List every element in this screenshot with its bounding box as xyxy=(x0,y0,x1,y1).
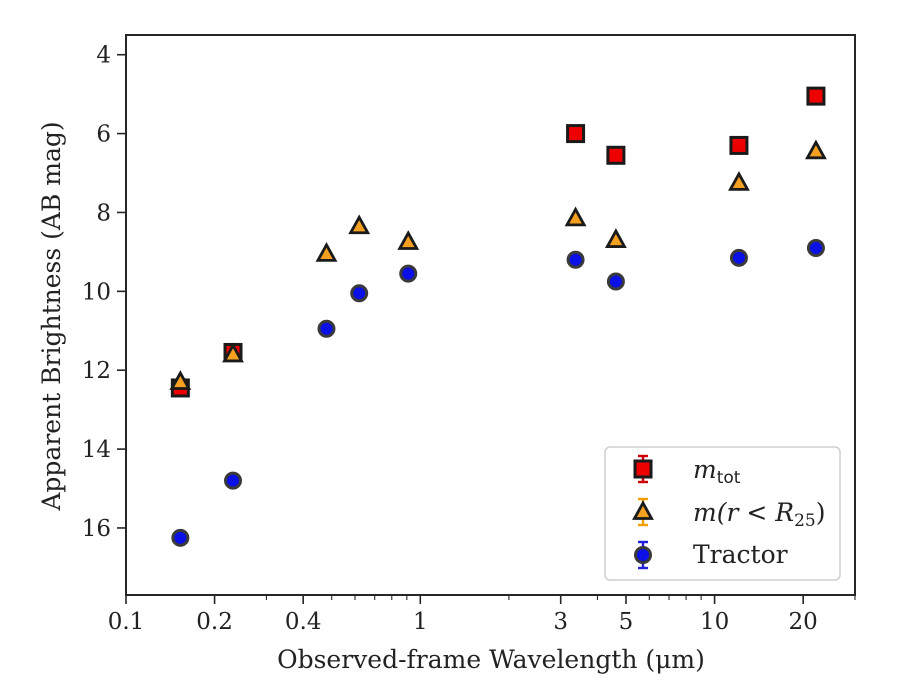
x-tick-label: 5 xyxy=(619,609,634,635)
point-circle xyxy=(399,264,418,283)
point-triangle xyxy=(604,228,627,248)
x-tick-label: 0.2 xyxy=(196,609,233,635)
y-tick-label: 8 xyxy=(96,200,111,226)
legend-label-tractor: Tractor xyxy=(693,540,788,569)
point-triangle xyxy=(805,139,827,160)
legend-label-mtot-main: m xyxy=(693,455,717,484)
point-circle xyxy=(350,284,369,303)
point-triangle xyxy=(397,230,420,250)
point-circle xyxy=(224,471,243,490)
point-circle xyxy=(171,528,190,547)
legend-frame xyxy=(604,446,841,581)
point-circle xyxy=(806,238,825,257)
point-triangle xyxy=(564,206,587,227)
point-circle xyxy=(729,248,748,267)
y-tick-label: 14 xyxy=(82,437,111,463)
legend-point-square xyxy=(633,459,653,479)
point-circle xyxy=(566,250,585,269)
point-triangle xyxy=(728,170,750,191)
y-tick-label: 16 xyxy=(82,516,111,542)
y-tick-label: 6 xyxy=(96,122,111,148)
legend-marker-square xyxy=(633,454,653,484)
axes xyxy=(125,34,856,596)
svg-text:m(r < R25): m(r < R25) xyxy=(693,498,825,531)
point-triangle xyxy=(315,241,338,262)
series-circle xyxy=(171,238,825,547)
y-tick-label: 12 xyxy=(82,358,111,384)
data-points xyxy=(169,86,827,547)
x-tick-label: 0.1 xyxy=(108,609,145,635)
point-square xyxy=(606,145,626,165)
x-tick-label: 1 xyxy=(413,609,428,635)
axis-ticks: 0.1 0.2 0.4 1 3 5 10 20 4 6 8 10 12 14 16 xyxy=(82,43,856,635)
point-square xyxy=(806,86,826,106)
legend-label-mr25-main: m(r < R xyxy=(693,498,794,527)
y-tick-label: 10 xyxy=(82,279,111,305)
point-square xyxy=(729,135,749,155)
svg-text:mtot: mtot xyxy=(693,455,741,488)
legend-marker-triangle xyxy=(632,497,654,527)
point-triangle xyxy=(348,214,371,235)
x-axis-label: Observed-frame Wavelength (μm) xyxy=(277,645,705,674)
y-axis-label: Apparent Brightness (AB mag) xyxy=(37,121,66,511)
x-tick-label: 3 xyxy=(553,609,568,635)
point-square xyxy=(566,124,586,144)
plot-frame xyxy=(125,34,856,596)
legend-entry-mr25: m(r < R25) xyxy=(632,497,825,531)
x-tick-label: 10 xyxy=(700,609,729,635)
legend-label-mr25-sub: 25 xyxy=(794,511,816,531)
point-circle xyxy=(317,319,336,338)
point-circle xyxy=(606,272,625,291)
legend-label-mr25-tail: ) xyxy=(816,498,826,527)
series-square xyxy=(170,86,826,398)
point-triangle xyxy=(222,342,244,363)
legend-point-circle xyxy=(634,546,652,564)
legend-marker-circle xyxy=(634,540,652,570)
legend: mtot m(r < R25) Tractor xyxy=(604,446,841,581)
x-tick-label: 0.4 xyxy=(285,609,322,635)
legend-label-mtot-sub: tot xyxy=(717,468,741,488)
legend-point-triangle xyxy=(632,500,654,520)
legend-entry-mtot: mtot xyxy=(633,454,741,488)
y-tick-label: 4 xyxy=(96,43,111,69)
series-triangle xyxy=(169,139,827,390)
x-tick-label: 20 xyxy=(789,609,818,635)
legend-entry-tractor: Tractor xyxy=(634,540,788,570)
point-triangle xyxy=(169,370,192,390)
